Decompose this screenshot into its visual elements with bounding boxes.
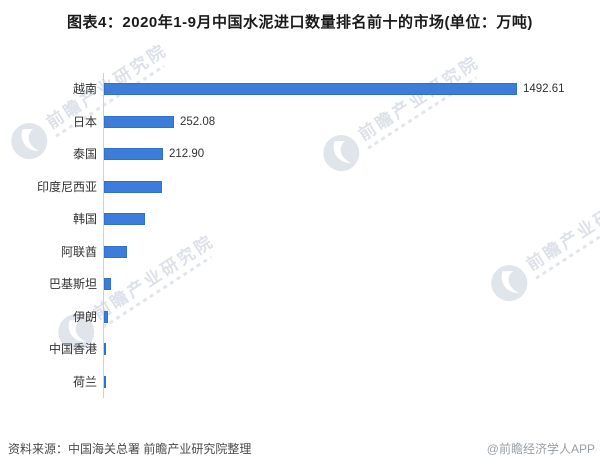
category-label: 阿联酋: [60, 244, 97, 259]
category-label: 印度尼西亚: [36, 179, 97, 194]
qianzhan-logo-icon: [323, 135, 360, 172]
qianzhan-logo-icon: [491, 265, 528, 302]
watermark: 前瞻产业研究院: [4, 36, 177, 166]
bar: [104, 115, 174, 128]
bar-row: 越南 1492.61: [0, 73, 600, 106]
qianzhan-logo-icon: [11, 123, 48, 160]
value-label: 212.90: [169, 148, 205, 160]
bar-row: 阿联酋: [0, 236, 600, 269]
value-label: 1492.61: [523, 83, 565, 95]
category-label: 泰国: [72, 147, 97, 161]
bar: [104, 278, 111, 290]
bar-row: 印度尼西亚: [0, 171, 600, 204]
qianzhan-logo-icon: [58, 314, 95, 351]
plot-area: 越南 1492.61 日本 252.08 泰国 212.90 印度尼西亚韩国阿联酋巴基斯坦伊…: [0, 73, 600, 398]
bar-row: 日本 252.08: [0, 106, 600, 139]
watermark: 前瞻产业研究院: [316, 48, 489, 178]
watermark: 前瞻产业研究院: [484, 178, 600, 308]
bar: [104, 180, 162, 193]
value-label: 252.08: [180, 115, 216, 128]
category-label: 巴基斯坦: [48, 277, 97, 291]
bar: [104, 245, 127, 258]
bar-row: 伊朗: [0, 301, 600, 334]
bar: [104, 83, 517, 95]
bar-row: 韩国: [0, 203, 600, 236]
bar-row: 中国香港: [0, 333, 600, 366]
bar: [104, 310, 108, 323]
category-label: 日本: [72, 114, 97, 129]
category-label: 中国香港: [48, 342, 97, 356]
bar-row: 泰国 212.90: [0, 138, 600, 171]
y-axis-line: [103, 73, 104, 398]
bar: [104, 213, 145, 225]
bar: [104, 148, 163, 160]
watermark: 前瞻产业研究院: [51, 227, 224, 357]
bar-row: 荷兰: [0, 366, 600, 399]
source-note: 资料来源：中国海关总署 前瞻产业研究院整理: [8, 442, 252, 456]
bar: [104, 375, 106, 388]
category-label: 越南: [72, 82, 97, 96]
chart-title: 图表4：2020年1-9月中国水泥进口数量排名前十的市场(单位：万吨): [67, 14, 533, 31]
category-label: 韩国: [72, 212, 97, 226]
category-label: 荷兰: [72, 374, 97, 389]
bar: [104, 343, 106, 355]
credit-note: @前瞻经济学人APP: [486, 442, 595, 456]
category-label: 伊朗: [72, 309, 97, 324]
bar-row: 巴基斯坦: [0, 268, 600, 301]
